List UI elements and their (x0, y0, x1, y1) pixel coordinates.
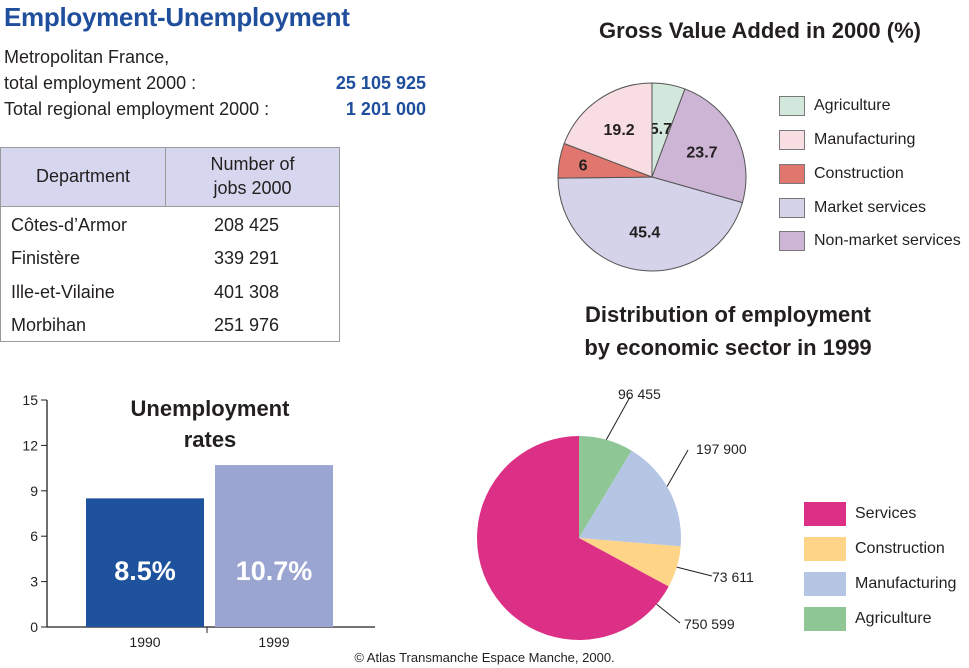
pie-slice-market-services (557, 176, 744, 272)
y-tick-label: 3 (30, 574, 38, 590)
summary-total-employment-value: 25 105 925 (335, 73, 426, 93)
legend-label-non-market-services: Non-market services (814, 232, 961, 249)
legend-label-services: Services (855, 505, 917, 522)
y-tick-label: 9 (30, 483, 38, 499)
slice-label-construction: 73 611 (712, 569, 754, 585)
legend-swatch-non-market-services (779, 231, 805, 251)
header-column-separator (165, 148, 166, 206)
column-header-jobs-line-1: Number of (210, 154, 295, 174)
legend-label-construction-2: Construction (855, 540, 945, 557)
pie-slice-services (477, 436, 669, 640)
slice-label-agriculture: 96 455 (618, 386, 661, 402)
gva-pie-chart: 5.7 23.7 45.4 6 19.2 (557, 82, 747, 272)
bar-1990 (86, 498, 204, 627)
legend-label-manufacturing: Manufacturing (814, 131, 916, 148)
bar-value-label-1999: 10.7% (236, 556, 313, 586)
legend-swatch-services (804, 502, 846, 526)
pie-slice-manufacturing (579, 450, 681, 547)
table-row-jobs: 401 308 (214, 282, 280, 302)
slice-label-market-services: 45.4 (629, 225, 660, 242)
summary-regional-employment-label: Total regional employment 2000 : (4, 99, 270, 119)
department-jobs-table: Department Number of jobs 2000 Côtes-d’A… (0, 147, 340, 342)
employment-chart-title-line-2: by economic sector in 1999 (584, 335, 872, 360)
x-tick-label-1999: 1999 (258, 634, 289, 650)
legend-label-market-services: Market services (814, 199, 927, 216)
table-row-department: Ille-et-Vilaine (11, 282, 115, 302)
copyright-notice: © Atlas Transmanche Espace Manche, 2000. (354, 650, 615, 665)
leader-line-services (656, 603, 681, 624)
pie-slice-manufacturing (563, 82, 653, 178)
y-tick-label: 0 (30, 619, 38, 635)
y-tick-label: 12 (22, 437, 38, 453)
table-row-jobs: 251 976 (214, 315, 280, 335)
y-tick-label: 6 (30, 528, 38, 544)
employment-chart-title-line-1: Distribution of employment (585, 302, 871, 327)
bar-1999 (215, 465, 333, 627)
legend-swatch-market-services (779, 198, 805, 218)
legend-label-agriculture: Agriculture (814, 97, 891, 114)
summary-total-employment-label: total employment 2000 : (4, 73, 197, 93)
legend-swatch-construction (779, 164, 805, 184)
unemployment-chart-title-line-1: Unemployment (130, 396, 290, 421)
slice-label-non-market-services: 23.7 (686, 145, 717, 162)
table-row-department: Côtes-d’Armor (11, 215, 128, 235)
slice-label-agriculture: 5.7 (650, 121, 672, 138)
legend-swatch-agriculture-2 (804, 607, 846, 631)
slice-label-services: 750 599 (684, 616, 735, 632)
slice-label-construction: 6 (579, 158, 588, 175)
legend-label-construction: Construction (814, 165, 904, 182)
gva-chart-title: Gross Value Added in 2000 (%) (599, 18, 921, 43)
legend-swatch-agriculture (779, 96, 805, 116)
leader-line-agriculture (605, 396, 631, 440)
table-row-department: Finistère (11, 248, 81, 268)
legend-label-manufacturing-2: Manufacturing (855, 575, 957, 592)
table-row-jobs: 339 291 (214, 248, 280, 268)
leader-line-manufacturing (666, 449, 689, 487)
table-row-department: Morbihan (11, 315, 87, 335)
pie-slice-construction (579, 538, 681, 587)
unemployment-bar-chart: 0 3 6 9 12 15 8.5% 1990 10.7% 1999 (22, 392, 375, 650)
legend-label-agriculture-2: Agriculture (855, 610, 932, 627)
slice-label-manufacturing: 19.2 (604, 122, 635, 139)
column-header-department: Department (35, 166, 131, 186)
table-row-jobs: 208 425 (214, 215, 280, 235)
leader-line-construction (676, 566, 713, 577)
pie-slice-agriculture (579, 436, 632, 538)
y-tick-label: 15 (22, 392, 38, 408)
unemployment-chart-title-line-2: rates (183, 427, 237, 452)
x-tick-label-1990: 1990 (129, 634, 160, 650)
legend-swatch-manufacturing (779, 130, 805, 150)
bar-value-label-1990: 8.5% (114, 556, 176, 586)
pie-slice-non-market-services (651, 88, 747, 204)
employment-pie-chart: 96 455 197 900 73 611 750 599 (477, 386, 754, 640)
summary-regional-employment-value: 1 201 000 (345, 99, 426, 119)
column-header-jobs-line-2: jobs 2000 (213, 178, 292, 198)
page-title: Employment-Unemployment (4, 2, 350, 32)
slice-label-manufacturing: 197 900 (696, 441, 747, 457)
legend-swatch-construction-2 (804, 537, 846, 561)
summary-line-1: Metropolitan France, (4, 47, 170, 67)
legend-swatch-manufacturing-2 (804, 572, 846, 596)
table-header (1, 148, 339, 207)
